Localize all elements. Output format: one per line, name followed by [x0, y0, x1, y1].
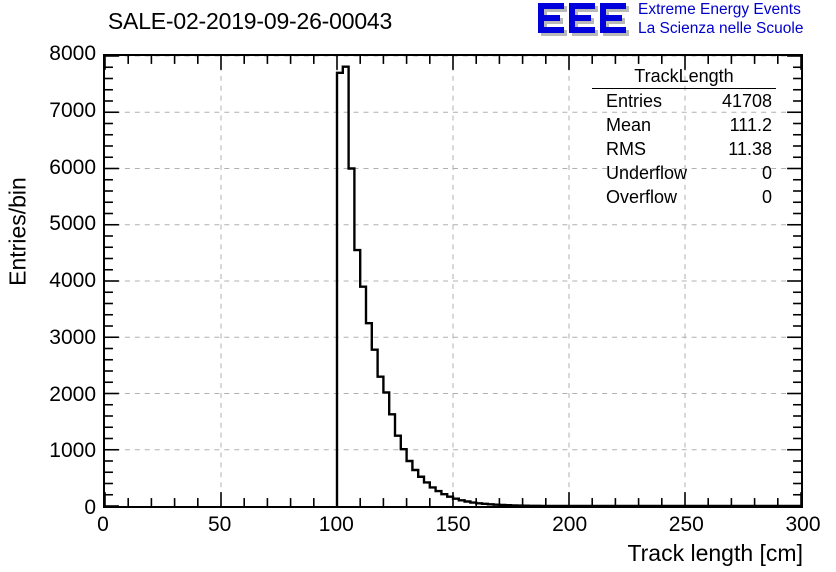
stats-key: Overflow [606, 186, 678, 207]
stats-row: Underflow 0 [592, 161, 776, 185]
stats-row: RMS 11.38 [592, 137, 776, 161]
stats-value: 0 [761, 162, 772, 183]
x-axis-tick-labels: 0 50 100 150 200 250 300 [97, 513, 820, 541]
y-tick-label: 8000 [49, 42, 96, 65]
eee-letter-icon [538, 3, 567, 36]
y-tick-label: 6000 [49, 155, 96, 179]
y-tick-label: 5000 [49, 212, 96, 236]
stats-row: Mean 111.2 [592, 113, 776, 137]
x-tick-label: 0 [97, 513, 109, 536]
stats-key: Entries [606, 90, 663, 111]
eee-logo: Extreme Energy Events La Scienza nelle S… [538, 1, 834, 41]
axis-ticks [105, 56, 801, 506]
x-tick-label: 100 [318, 513, 354, 536]
y-tick-label: 1000 [49, 439, 96, 463]
eee-logo-line1: Extreme Energy Events [638, 1, 801, 18]
eee-logo-mark [538, 1, 630, 37]
plot-frame [103, 54, 803, 508]
x-tick-label: 200 [552, 513, 588, 536]
stats-rows: Entries 41708 Mean 111.2 RMS 11.38 Underflow 0 O… [592, 89, 776, 209]
stats-row: Entries 41708 [592, 89, 776, 113]
stats-value: 111.2 [729, 114, 772, 135]
histogram-curve [335, 65, 801, 506]
eee-logo-line2: La Scienza nelle Scuole [638, 20, 804, 37]
y-tick-label: 3000 [49, 325, 96, 349]
stats-title: TrackLength [592, 66, 776, 89]
stats-key: Mean [606, 114, 652, 135]
grid-layer [105, 56, 801, 506]
stats-key: RMS [606, 138, 646, 159]
x-axis-title: Track length [cm] [627, 540, 803, 566]
eee-letter-icon [600, 3, 629, 36]
eee-logo-text: Extreme Energy Events La Scienza nelle S… [638, 0, 803, 38]
y-tick-label: 2000 [49, 382, 96, 406]
x-tick-label: 50 [207, 513, 232, 536]
stats-value: 41708 [721, 90, 772, 111]
x-tick-label: 250 [668, 513, 704, 536]
eee-letter-icon [569, 3, 598, 36]
y-tick-label: 4000 [49, 269, 96, 292]
y-tick-label: 7000 [49, 98, 96, 122]
x-tick-label: 300 [785, 513, 821, 536]
stats-value: 11.38 [728, 138, 772, 159]
x-tick-label: 150 [435, 513, 471, 536]
stats-key: Underflow [606, 162, 688, 183]
stats-value: 0 [761, 186, 772, 207]
y-axis-title: Entries/bin [4, 177, 31, 286]
page-title: SALE-02-2019-09-26-00043 [107, 8, 393, 34]
y-axis-tick-labels: 0 1000 2000 3000 4000 5000 6000 7000 8000 [0, 42, 96, 519]
stats-row: Overflow 0 [592, 185, 776, 209]
stats-box: TrackLength Entries 41708 Mean 111.2 RMS 11.3… [592, 66, 776, 209]
y-tick-label: 0 [84, 496, 96, 519]
